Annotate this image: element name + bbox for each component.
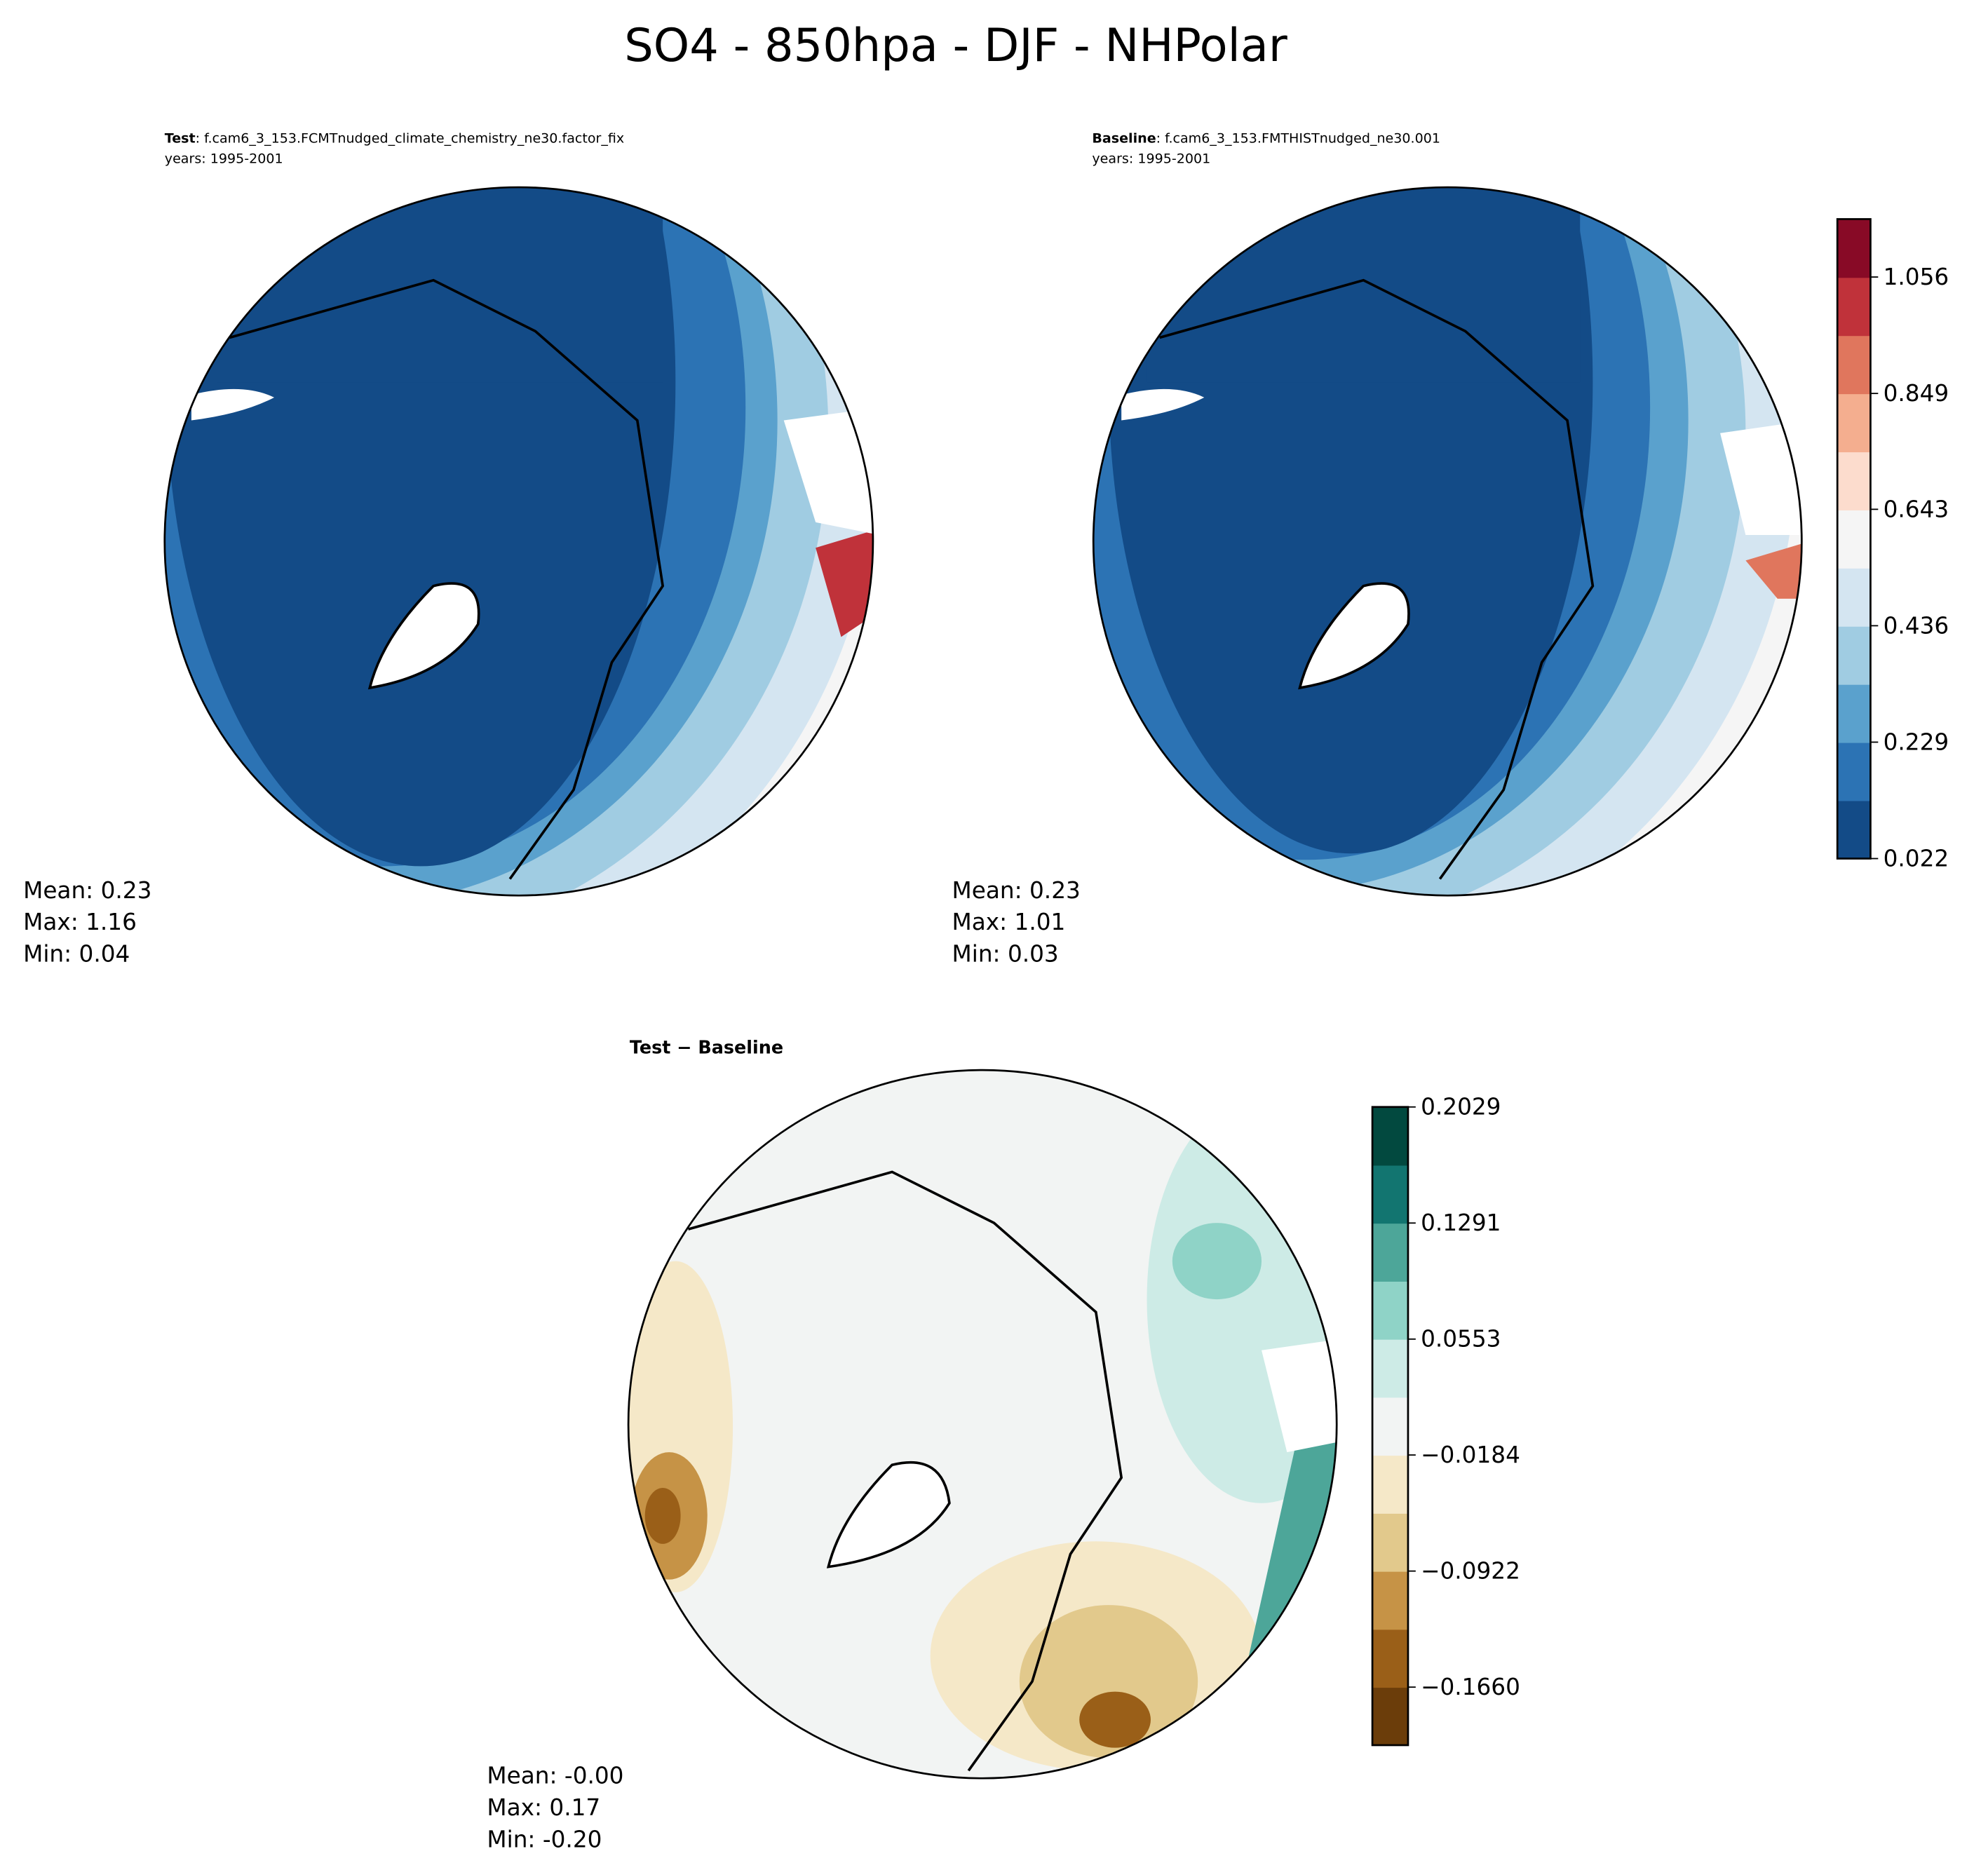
colorbar-bin bbox=[1372, 1512, 1408, 1572]
colorbar-bin bbox=[1372, 1223, 1408, 1282]
baseline-label: Baseline: f.cam6_3_153.FMTHISTnudged_ne3… bbox=[1092, 130, 1440, 146]
difference-map bbox=[628, 1070, 1337, 1779]
difference-max: Max: 0.17 bbox=[487, 1794, 600, 1821]
colorbar-tick-label: 0.2029 bbox=[1421, 1094, 1501, 1120]
baseline-map-boundary bbox=[1092, 186, 1803, 897]
colorbar-bin bbox=[1372, 1629, 1408, 1688]
colorbar-bin bbox=[1837, 277, 1871, 337]
colorbar-bin bbox=[1837, 393, 1871, 453]
test-map-boundary bbox=[163, 186, 874, 897]
difference-mean: Mean: -0.00 bbox=[487, 1762, 623, 1789]
colorbar-bin bbox=[1372, 1687, 1408, 1746]
colorbar-tick-label: 0.436 bbox=[1884, 612, 1949, 639]
test-min: Min: 0.04 bbox=[23, 941, 130, 968]
colorbar-bin bbox=[1837, 800, 1871, 860]
baseline-map bbox=[1093, 187, 1802, 896]
colorbar-bin bbox=[1837, 625, 1871, 685]
colorbar-tick-label: 0.022 bbox=[1884, 845, 1949, 872]
test-max: Max: 1.16 bbox=[23, 909, 137, 935]
difference-map-boundary bbox=[627, 1069, 1338, 1780]
colorbar-bin bbox=[1837, 452, 1871, 510]
colorbar-bin bbox=[1372, 1455, 1408, 1514]
colorbar-bin bbox=[1372, 1571, 1408, 1630]
colorbar-tick-label: 0.849 bbox=[1884, 380, 1949, 407]
baseline-years: years: 1995-2001 bbox=[1092, 151, 1210, 167]
colorbar-tick-label: 0.0553 bbox=[1421, 1326, 1501, 1353]
colorbar-bin bbox=[1837, 742, 1871, 801]
test-label: Test: f.cam6_3_153.FCMTnudged_climate_ch… bbox=[165, 130, 624, 146]
colorbar-tick-label: −0.1660 bbox=[1421, 1674, 1520, 1700]
colorbar-absolute: 0.022 0.229 0.436 0.643 0.849 1.056 bbox=[1836, 218, 1949, 872]
colorbar-bin bbox=[1372, 1339, 1408, 1398]
test-mean: Mean: 0.23 bbox=[23, 877, 151, 904]
colorbar-bin bbox=[1837, 567, 1871, 627]
colorbar-difference: −0.1660 −0.0922 −0.0184 0.0553 0.1291 0.2029 bbox=[1371, 1094, 1520, 1747]
colorbar-bin bbox=[1372, 1165, 1408, 1224]
colorbar-bin bbox=[1837, 510, 1871, 569]
figure-title: SO4 - 850hpa - DJF - NHPolar bbox=[624, 19, 1287, 72]
baseline-mean: Mean: 0.23 bbox=[952, 877, 1081, 904]
colorbar-frame bbox=[1836, 218, 1872, 860]
colorbar-bin bbox=[1837, 219, 1871, 278]
colorbar-bin bbox=[1372, 1397, 1408, 1456]
test-panel: Test: f.cam6_3_153.FCMTnudged_climate_ch… bbox=[23, 130, 874, 968]
difference-label: Test − Baseline bbox=[630, 1036, 783, 1057]
colorbar-tick-label: −0.0184 bbox=[1421, 1442, 1520, 1468]
colorbar-bin bbox=[1372, 1280, 1408, 1340]
colorbar-bin bbox=[1837, 684, 1871, 743]
colorbar-tick-label: 1.056 bbox=[1884, 264, 1949, 290]
colorbar-tick-label: 0.643 bbox=[1884, 496, 1949, 522]
colorbar-tick-label: 0.229 bbox=[1884, 729, 1949, 755]
colorbar-bin bbox=[1837, 335, 1871, 395]
test-map bbox=[164, 187, 873, 896]
baseline-max: Max: 1.01 bbox=[952, 909, 1066, 935]
difference-min: Min: -0.20 bbox=[487, 1826, 602, 1852]
colorbar-frame bbox=[1371, 1106, 1409, 1747]
colorbar-tick-label: 0.1291 bbox=[1421, 1210, 1501, 1236]
baseline-min: Min: 0.03 bbox=[952, 941, 1059, 968]
baseline-panel: Baseline: f.cam6_3_153.FMTHISTnudged_ne3… bbox=[952, 130, 1949, 968]
colorbar-tick-label: −0.0922 bbox=[1421, 1558, 1520, 1585]
difference-panel: Test − Baseline Mean: -0.00 Max: 0.17 Mi… bbox=[487, 1036, 1520, 1852]
colorbar-bin bbox=[1372, 1106, 1408, 1166]
test-years: years: 1995-2001 bbox=[165, 151, 283, 167]
